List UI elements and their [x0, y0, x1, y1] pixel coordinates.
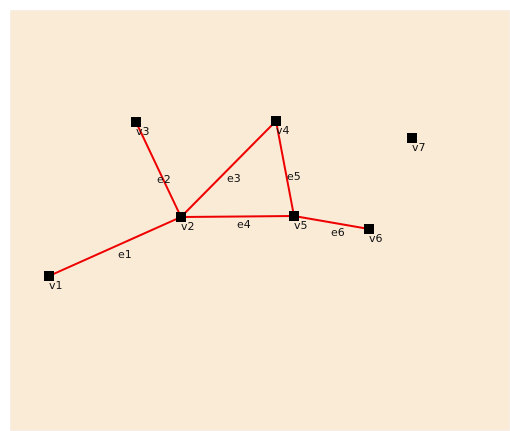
edge-label-e4: e4 [237, 218, 251, 231]
vertex-label-v3: v3 [136, 125, 150, 138]
vertex-v1[interactable] [44, 271, 54, 281]
vertex-v7[interactable] [407, 133, 417, 143]
vertex-label-v4: v4 [276, 124, 290, 137]
edge-e3[interactable] [180, 120, 277, 218]
edge-label-e1: e1 [118, 248, 132, 261]
vertex-v5[interactable] [289, 211, 299, 221]
vertex-label-v1: v1 [49, 279, 63, 292]
edge-label-e3: e3 [227, 172, 241, 185]
edge-labels-layer: e1 e2 e3 e4 e5 e6 [118, 170, 345, 261]
edge-label-e5: e5 [287, 170, 301, 183]
vertex-v2[interactable] [176, 212, 186, 222]
graph-svg[interactable]: e1 e2 e3 e4 e5 e6 v1 v2 v3 v4 v5 v6 v7 [10, 10, 510, 431]
edge-e4[interactable] [180, 215, 295, 218]
edge-e5[interactable] [275, 120, 295, 217]
vertex-labels-layer: v1 v2 v3 v4 v5 v6 v7 [49, 124, 426, 292]
edge-e2[interactable] [135, 121, 182, 218]
edge-e6[interactable] [293, 215, 370, 230]
vertex-label-v5: v5 [294, 219, 308, 232]
vertex-v6[interactable] [364, 224, 374, 234]
vertex-v3[interactable] [131, 117, 141, 127]
edge-label-e2: e2 [157, 173, 171, 186]
vertex-label-v6: v6 [369, 232, 383, 245]
edge-e1[interactable] [48, 216, 182, 277]
vertex-label-v7: v7 [412, 141, 426, 154]
vertex-label-v2: v2 [181, 220, 195, 233]
edge-label-e6: e6 [331, 226, 345, 239]
vertices-layer [44, 116, 417, 281]
edges-layer [48, 120, 370, 277]
vertex-v4[interactable] [271, 116, 281, 126]
canvas-background [10, 10, 510, 431]
graph-canvas[interactable]: e1 e2 e3 e4 e5 e6 v1 v2 v3 v4 v5 v6 v7 [10, 10, 510, 431]
